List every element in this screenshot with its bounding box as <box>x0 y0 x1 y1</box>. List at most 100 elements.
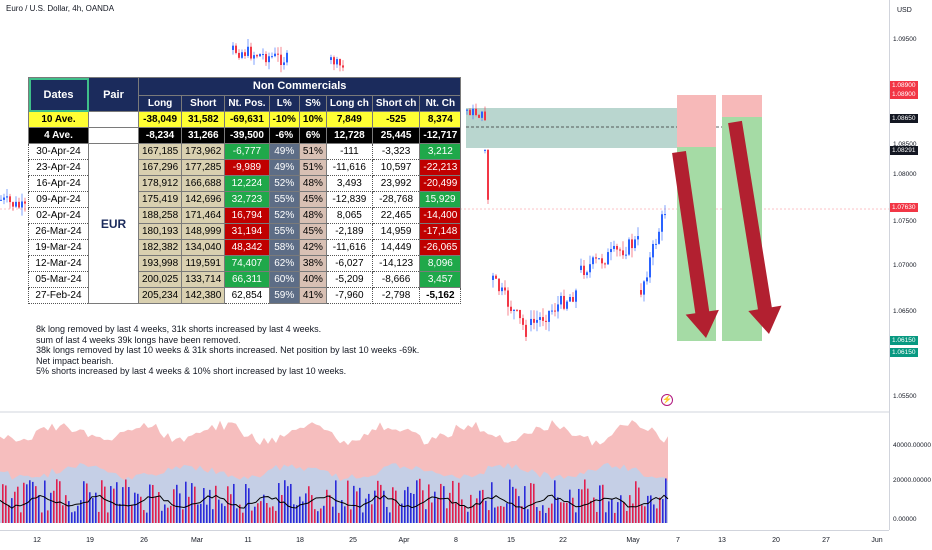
net-change: 3,212 <box>419 143 462 160</box>
time-tick: May <box>626 537 640 544</box>
time-tick: 19 <box>86 537 94 544</box>
candle-body <box>507 290 509 307</box>
time-tick: 20 <box>772 537 780 544</box>
volume-bar <box>302 501 304 523</box>
row-date: 19-Mar-24 <box>28 239 89 256</box>
volume-bar <box>371 504 373 523</box>
candle-body <box>513 309 515 311</box>
table-row: 19-Mar-24 182,382 134,040 48,342 58% 42% -11,6… <box>28 239 462 256</box>
volume-bar <box>152 484 154 523</box>
lightning-icon[interactable]: ⚡ <box>661 394 673 406</box>
volume-bar <box>401 503 403 523</box>
volume-bar <box>254 506 256 523</box>
volume-bar <box>155 496 157 523</box>
candle-body <box>286 52 288 63</box>
short-value: 166,688 <box>181 175 226 192</box>
pair-header: Pair <box>88 77 139 112</box>
volume-bar <box>224 506 226 523</box>
table-row: 23-Apr-24 167,296 177,285 -9,989 49% 51% -11,6… <box>28 159 462 176</box>
average-cell: -8,234 <box>137 127 183 144</box>
volume-bar <box>527 509 529 523</box>
currency-label[interactable]: USD <box>897 7 912 14</box>
volume-bar <box>572 497 574 523</box>
volume-bar <box>113 488 115 523</box>
long-percent: 52% <box>268 175 300 192</box>
long-value: 193,998 <box>137 255 183 272</box>
volume-bar <box>320 508 322 523</box>
net-change: -20,499 <box>419 175 462 192</box>
average-cell: -69,631 <box>224 111 270 128</box>
time-tick: Jun <box>871 537 883 544</box>
short-value: 148,999 <box>181 223 226 240</box>
price-tag: 1.08291 <box>890 146 918 155</box>
candle-body <box>12 202 14 207</box>
candle-body <box>536 319 538 323</box>
volume-bar <box>227 486 229 523</box>
candle-body <box>24 201 26 204</box>
row-date: 23-Apr-24 <box>28 159 89 176</box>
short-percent: 48% <box>298 207 327 224</box>
time-tick: 12 <box>33 537 41 544</box>
candle-body <box>569 297 571 302</box>
analysis-notes: 8k long removed by last 4 weeks, 31k sho… <box>36 324 419 377</box>
volume-bar <box>158 492 160 523</box>
volume-bar <box>194 486 196 523</box>
volume-bar <box>599 485 601 523</box>
volume-bar <box>518 496 520 523</box>
long-percent: 55% <box>268 223 300 240</box>
candle-body <box>336 59 338 65</box>
net-position: 31,194 <box>224 223 270 240</box>
volume-bar <box>263 494 265 523</box>
price-chart[interactable] <box>0 0 889 530</box>
short-value: 177,285 <box>181 159 226 176</box>
average-cell: -38,049 <box>137 111 183 128</box>
long-value: 175,419 <box>137 191 183 208</box>
average-cell: -6% <box>268 127 300 144</box>
candle-body <box>498 278 500 292</box>
candle-body <box>265 54 267 63</box>
table-row: 27-Feb-24 205,234 142,380 62,854 59% 41% -7,96… <box>28 287 462 304</box>
volume-bar <box>359 487 361 523</box>
short-percent: 51% <box>298 143 327 160</box>
short-change: 10,597 <box>371 159 421 176</box>
volume-bar <box>218 499 220 523</box>
volume-bar <box>317 511 319 523</box>
volume-bar <box>125 479 127 523</box>
average-cell: -12,717 <box>419 127 462 144</box>
volume-bar <box>524 486 526 523</box>
section-header: Non Commercials <box>137 77 462 96</box>
candle-body <box>21 201 23 208</box>
long-value: 178,912 <box>137 175 183 192</box>
resistance-zone <box>466 108 678 148</box>
candle-body <box>652 243 654 258</box>
volume-bar <box>260 501 262 523</box>
symbol-title: Euro / U.S. Dollar, 4h, OANDA <box>6 4 115 13</box>
volume-bar <box>446 508 448 523</box>
candle-body <box>522 318 524 325</box>
price-tick: 1.08500 <box>893 141 917 148</box>
volume-bar <box>416 480 418 523</box>
note-line: 5% shorts increased by last 4 weeks & 10… <box>36 366 347 376</box>
candle-body <box>466 109 468 111</box>
volume-bar <box>11 498 13 523</box>
volume-bar <box>497 506 499 523</box>
row-date: 02-Apr-24 <box>28 207 89 224</box>
short-value: 173,962 <box>181 143 226 160</box>
volume-bar <box>410 492 412 523</box>
net-position: 32,723 <box>224 191 270 208</box>
time-axis[interactable]: 12 19 26 Mar 11 18 25 Apr 8 15 22 May 7 13 20 27 Jun <box>0 530 889 550</box>
volume-bar <box>185 481 187 523</box>
volume-bar <box>98 511 100 523</box>
candle-body <box>589 264 591 273</box>
volume-bar <box>365 498 367 523</box>
volume-bar <box>626 510 628 523</box>
volume-bar <box>326 489 328 523</box>
volume-bar <box>119 503 121 523</box>
long-percent: 59% <box>268 287 300 304</box>
long-value: 200,025 <box>137 271 183 288</box>
long-change: -2,189 <box>325 223 373 240</box>
volume-bar <box>299 496 301 523</box>
volume-bar <box>464 506 466 523</box>
volume-bar <box>545 512 547 523</box>
time-tick: 7 <box>676 537 680 544</box>
